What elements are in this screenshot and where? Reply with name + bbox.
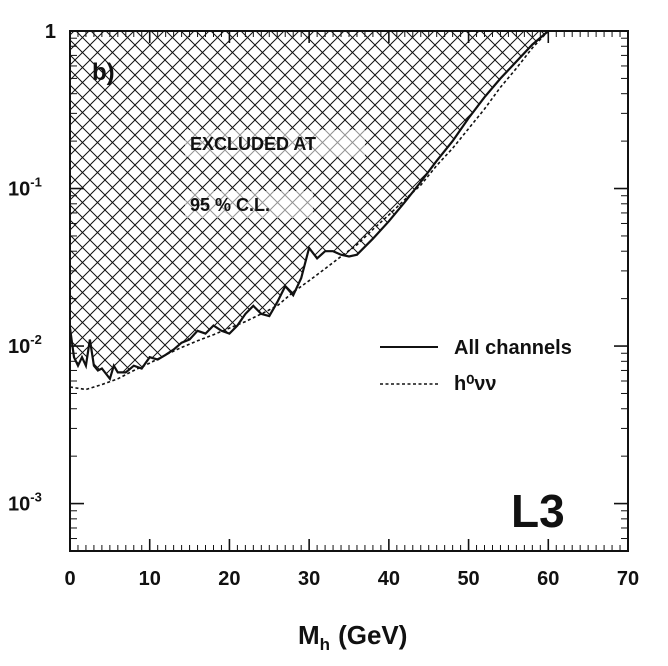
series-lines [70, 31, 550, 391]
y-tick-label: 10-1 [8, 175, 42, 201]
excluded-text-line2: 95 % C.L. [190, 195, 270, 215]
x-axis-label-unit: (GeV) [338, 620, 407, 650]
x-tick-label: 10 [139, 568, 161, 590]
x-tick-label: 60 [537, 568, 559, 590]
y-tick-base: 10 [8, 179, 30, 201]
series-line-all-channels [70, 31, 550, 382]
x-tick-label: 70 [617, 568, 639, 590]
x-tick-label: 40 [378, 568, 400, 590]
x-axis-label-sub: h [320, 635, 330, 654]
x-tick-label: 30 [298, 568, 320, 590]
y-tick-exponent: -3 [30, 490, 42, 505]
y-tick-base: 1 [45, 21, 56, 43]
x-tick-label: 20 [218, 568, 240, 590]
x-tick-label: 50 [457, 568, 479, 590]
y-tick-label: 1 [45, 21, 56, 43]
x-axis-label: Mh (GeV) [298, 620, 407, 654]
legend-label-hvv: h⁰νν [454, 373, 496, 395]
legend: All channels h⁰νν [380, 337, 572, 395]
series-line-hvv [70, 31, 549, 391]
y-tick-label: 10-3 [8, 490, 42, 516]
excluded-text-line1: EXCLUDED AT [190, 134, 316, 154]
x-axis-label-main: M [298, 620, 320, 650]
y-tick-label: 10-2 [8, 332, 42, 358]
experiment-logo: L3 [511, 485, 565, 537]
y-tick-base: 10 [8, 494, 30, 516]
legend-label-all-channels: All channels [454, 337, 572, 359]
panel-label: b) [92, 59, 115, 86]
y-tick-exponent: -1 [30, 175, 42, 190]
x-tick-label: 0 [64, 568, 75, 590]
excluded-annotation: EXCLUDED AT 95 % C.L. [185, 130, 365, 218]
y-tick-base: 10 [8, 336, 30, 358]
y-tick-exponent: -2 [30, 332, 42, 347]
plot-frame [69, 30, 629, 552]
